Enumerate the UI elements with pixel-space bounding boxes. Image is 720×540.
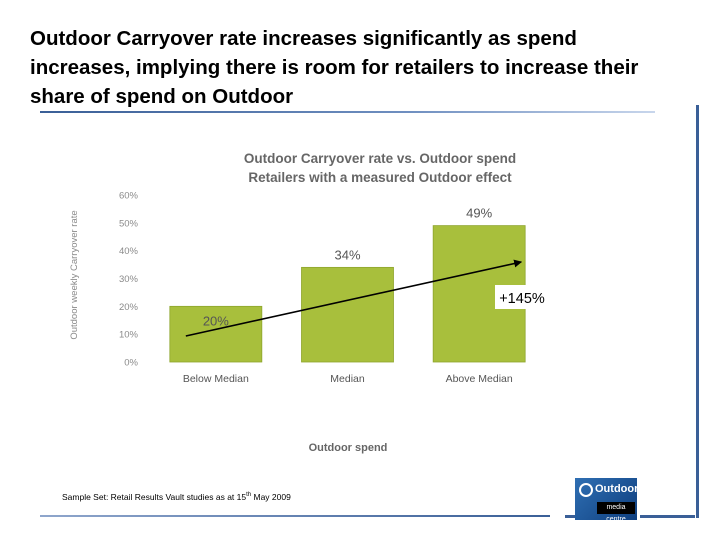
bottom-rule-segment: [565, 515, 575, 518]
y-tick-label: 20%: [119, 302, 139, 313]
x-tick-label: Median: [330, 373, 365, 385]
x-tick-label: Below Median: [183, 373, 249, 385]
data-label: 34%: [334, 247, 360, 262]
y-tick-label: 10%: [119, 330, 139, 341]
growth-arrow: [185, 259, 523, 337]
chart-title: Outdoor Carryover rate vs. Outdoor spend: [244, 151, 516, 166]
y-axis-label: Outdoor weekly Carryover rate: [69, 210, 80, 339]
data-label: 20%: [203, 313, 229, 328]
footnote-suffix: May 2009: [251, 492, 291, 502]
slide-headline: Outdoor Carryover rate increases signifi…: [30, 27, 639, 108]
y-tick-label: 60%: [119, 191, 139, 202]
y-tick-label: 30%: [119, 274, 139, 285]
x-axis-label: Outdoor spend: [309, 442, 388, 454]
footnote: Sample Set: Retail Results Vault studies…: [62, 492, 291, 502]
headline-rule: [40, 111, 655, 113]
y-tick-label: 40%: [119, 246, 139, 257]
logo-word: Outdoor: [595, 483, 639, 495]
bottom-rule-segment: [640, 515, 695, 518]
y-tick-label: 50%: [119, 218, 139, 229]
data-label: 49%: [466, 206, 492, 221]
growth-annotation: +145%: [499, 291, 545, 307]
logo-o-icon: [579, 483, 593, 497]
logo-subtitle: media centre: [597, 502, 635, 523]
annotation-box: [495, 285, 549, 309]
outdoor-media-centre-logo: Outdoor media centre: [575, 478, 639, 523]
bar: [301, 266, 394, 363]
right-edge-bar: [696, 105, 699, 518]
y-tick-label: 0%: [124, 358, 138, 369]
chart-subtitle: Retailers with a measured Outdoor effect: [248, 170, 512, 185]
footnote-prefix: Sample Set: Retail Results Vault studies…: [62, 492, 247, 502]
bar: [169, 305, 263, 363]
bottom-rule: [40, 515, 550, 517]
x-tick-label: Above Median: [446, 373, 513, 385]
footnote-sup: th: [246, 492, 252, 499]
